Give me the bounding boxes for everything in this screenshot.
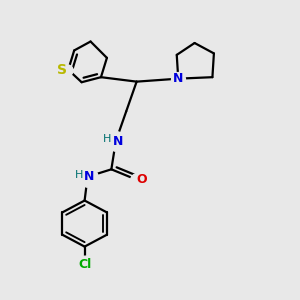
Text: N: N xyxy=(84,170,94,183)
Text: N: N xyxy=(113,135,123,148)
Text: H: H xyxy=(103,134,112,144)
Text: Cl: Cl xyxy=(78,258,91,271)
Text: O: O xyxy=(137,173,147,186)
Text: N: N xyxy=(173,72,183,85)
Text: S: S xyxy=(57,63,67,77)
Text: H: H xyxy=(74,170,83,180)
